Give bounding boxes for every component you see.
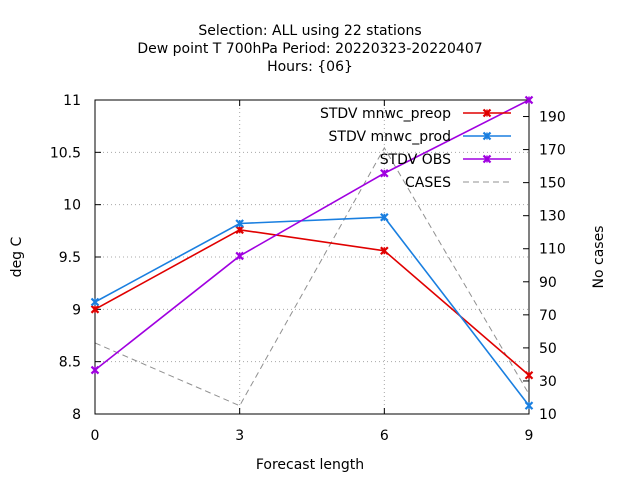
legend-item-cases: CASES — [405, 175, 511, 191]
x-tick-label: 3 — [235, 428, 244, 444]
y2-tick-label: 90 — [539, 275, 557, 291]
data-point-stdv-mnwc-preop — [524, 370, 534, 380]
series-stdv-mnwc-preop — [90, 225, 534, 380]
series-stdv-mnwc-prod — [90, 212, 534, 410]
y2-tick-label: 10 — [539, 407, 557, 423]
y2-tick-label: 70 — [539, 308, 557, 324]
x-tick-label: 6 — [380, 428, 389, 444]
data-point-stdv-mnwc-preop — [235, 225, 244, 235]
series-line-cases — [94, 146, 530, 407]
legend-marker — [482, 108, 492, 118]
legend-item-stdv-mnwc-prod: STDV mnwc_prod — [329, 129, 511, 145]
y2-tick-label: 30 — [539, 374, 557, 390]
data-point-stdv-mnwc-preop — [380, 246, 389, 255]
data-point-stdv-mnwc-preop — [90, 305, 100, 314]
y-tick-label: 9.5 — [59, 250, 81, 266]
cases-layer — [94, 146, 530, 407]
y2-tick-label: 130 — [539, 209, 566, 225]
series-line-stdv-obs — [94, 99, 530, 371]
legend-item-stdv-mnwc-preop: STDV mnwc_preop — [320, 106, 511, 122]
series-line-stdv-mnwc-preop — [94, 228, 530, 376]
legend: STDV mnwc_preop STDV mnwc_prod STDV OBS CAS… — [320, 106, 511, 191]
data-point-stdv-mnwc-prod — [235, 219, 244, 228]
series-layer — [90, 95, 534, 410]
y2-tick-label: 50 — [539, 341, 557, 357]
y-tick-label: 10.5 — [50, 145, 81, 161]
y2-tick-label: 190 — [539, 110, 566, 126]
legend-marker — [482, 131, 492, 141]
series-line-stdv-mnwc-prod — [94, 216, 530, 407]
grid — [95, 100, 529, 414]
x-tick-label: 0 — [91, 428, 100, 444]
title-line-3: Hours: {06} — [267, 59, 353, 75]
y-tick-label: 11 — [63, 93, 81, 109]
series-stdv-obs — [90, 95, 534, 375]
y-tick-label: 10 — [63, 198, 81, 214]
chart-title: Selection: ALL using 22 stations Dew poi… — [137, 23, 482, 75]
data-point-stdv-obs — [380, 168, 389, 178]
y2-tick-label: 110 — [539, 242, 566, 258]
series-cases — [94, 146, 530, 407]
data-point-stdv-obs — [235, 251, 244, 261]
legend-label: STDV mnwc_preop — [320, 106, 451, 122]
data-point-stdv-obs — [524, 95, 534, 105]
data-point-stdv-mnwc-prod — [524, 401, 534, 410]
data-point-stdv-mnwc-prod — [380, 212, 389, 222]
title-line-1: Selection: ALL using 22 stations — [198, 23, 421, 39]
data-point-stdv-mnwc-prod — [90, 297, 100, 307]
y-tick-label: 9 — [72, 302, 81, 318]
y-tick-label: 8 — [72, 407, 81, 423]
x-axis-label: Forecast length — [256, 457, 364, 473]
legend-label: STDV mnwc_prod — [329, 129, 451, 145]
legend-label: STDV OBS — [380, 152, 451, 168]
x-tick-label: 9 — [525, 428, 534, 444]
y2-tick-label: 150 — [539, 176, 566, 192]
legend-marker — [482, 154, 492, 164]
y2-axis-label: No cases — [591, 226, 607, 289]
y-axis-label: deg C — [9, 236, 25, 277]
title-line-2: Dew point T 700hPa Period: 20220323-2022… — [137, 41, 482, 57]
y-tick-label: 8.5 — [59, 355, 81, 371]
data-point-stdv-obs — [90, 365, 100, 375]
legend-item-stdv-obs: STDV OBS — [380, 152, 511, 168]
y2-tick-label: 170 — [539, 143, 566, 159]
legend-label: CASES — [405, 175, 451, 191]
